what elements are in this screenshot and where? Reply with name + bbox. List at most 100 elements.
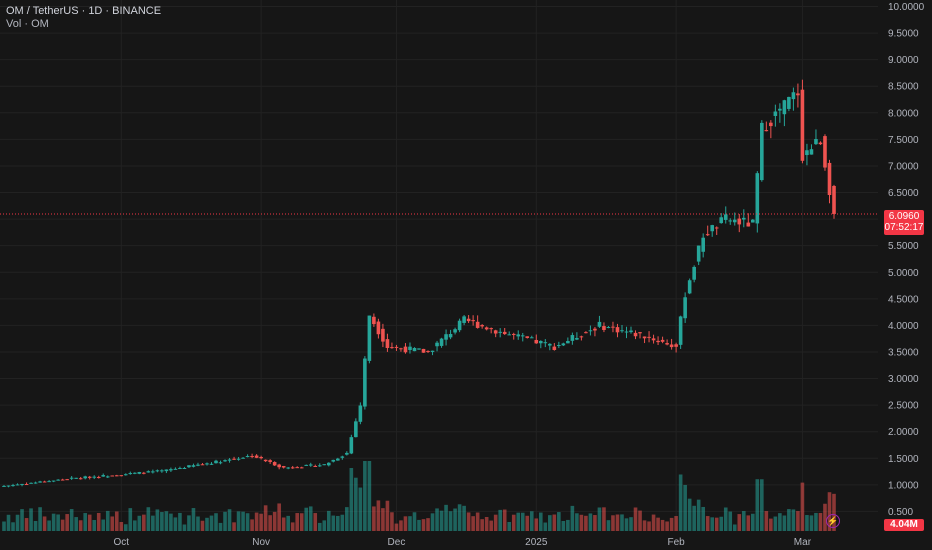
volume-bar [137,515,142,531]
candle-body [38,481,42,483]
volume-bar [593,515,597,531]
candle-body [448,333,453,338]
candle-body [615,327,620,333]
candle-body [827,162,832,196]
price-tick-label: 7.0000 [888,161,919,172]
volume-bar [755,479,760,531]
candle-body [462,316,466,323]
price-tick-label: 1.5000 [888,454,919,465]
candle-body [218,462,223,464]
volume-bar [345,507,349,531]
volume-bar [701,506,705,531]
candle-body [809,149,814,155]
volume-bar [692,505,696,531]
candle-body [552,346,557,350]
candle-body [263,459,268,462]
lightning-icon[interactable]: ⚡ [826,514,840,528]
candle-body [660,339,665,342]
candle-body [2,485,6,487]
volume-bar [2,521,6,531]
candle-body [701,237,705,252]
volume-bar [227,509,232,531]
candle-body [336,458,340,461]
candle-body [778,108,782,111]
volume-bar [746,515,751,531]
candle-body [548,343,552,346]
candle-body [728,220,733,222]
time-tick-label: Oct [114,537,130,548]
candle-body [358,405,363,422]
candle-body [832,185,836,214]
candle-body [796,93,800,96]
volume-bar [326,510,331,531]
candle-body [737,218,742,225]
candle-body [151,471,155,473]
volume-bar [182,524,187,531]
volume-bar [358,487,363,531]
volume-bar [543,522,548,531]
volume-bar [92,519,97,531]
candle-body [534,339,539,344]
candle-body [787,96,791,109]
volume-bar [399,520,403,531]
candle-body [678,316,683,345]
volume-bar [259,513,263,531]
candle-body [421,348,426,353]
candle-body [56,479,60,481]
volume-bar [372,506,376,531]
volume-bar [669,517,674,531]
volume-bar [782,515,787,531]
volume-bar [15,514,20,531]
volume-bar [105,510,110,531]
candle-body [633,332,638,337]
volume-bar [290,522,295,531]
candle-body [29,482,33,484]
volume-bar [787,509,791,531]
volume-bar [322,520,327,531]
candle-body [516,334,521,337]
candle-body [326,462,331,466]
candle-body [769,122,773,127]
time-axis[interactable]: Oct Nov Dec 2025 Feb Mar [114,537,812,548]
candle-body [493,330,498,334]
candle-body [313,465,318,467]
candle-body [254,455,259,458]
candle-body [376,321,381,335]
price-tick-label: 1.0000 [888,480,919,491]
volume-bar [660,519,665,531]
volume-bar [606,520,611,531]
candle-body [696,245,701,262]
candles [2,79,836,488]
grid-lines [0,0,878,531]
volume-legend: Vol · OM [6,18,49,30]
candle-body [241,457,245,459]
candle-body [214,460,218,464]
volume-bar [462,505,466,531]
candle-body [92,476,97,478]
price-tick-label: 8.0000 [888,108,919,119]
candle-body [169,469,173,471]
volume-bar [435,508,439,531]
volume-bar [128,508,133,531]
volume-bar [349,468,354,531]
volume-bar [602,507,606,531]
candle-body [304,464,309,466]
volume-bar [385,500,390,531]
candle-body [268,460,272,462]
candle-body [178,468,182,470]
volume-bar [191,508,196,531]
volume-bar [394,523,399,531]
price-axis[interactable]: 0.500 1.0000 1.5000 2.0000 2.5000 3.0000 3.500… [888,2,925,518]
volume-bar [814,512,818,531]
candle-body [160,470,164,472]
time-tick-label: Mar [794,537,812,548]
candle-body [412,347,417,352]
volume-bar [493,514,498,531]
volume-bar [732,524,737,531]
volume-bar [507,521,512,531]
volume-bar [51,513,56,531]
candle-body [566,340,570,344]
candle-body [87,476,92,478]
volume-bar [823,503,827,531]
